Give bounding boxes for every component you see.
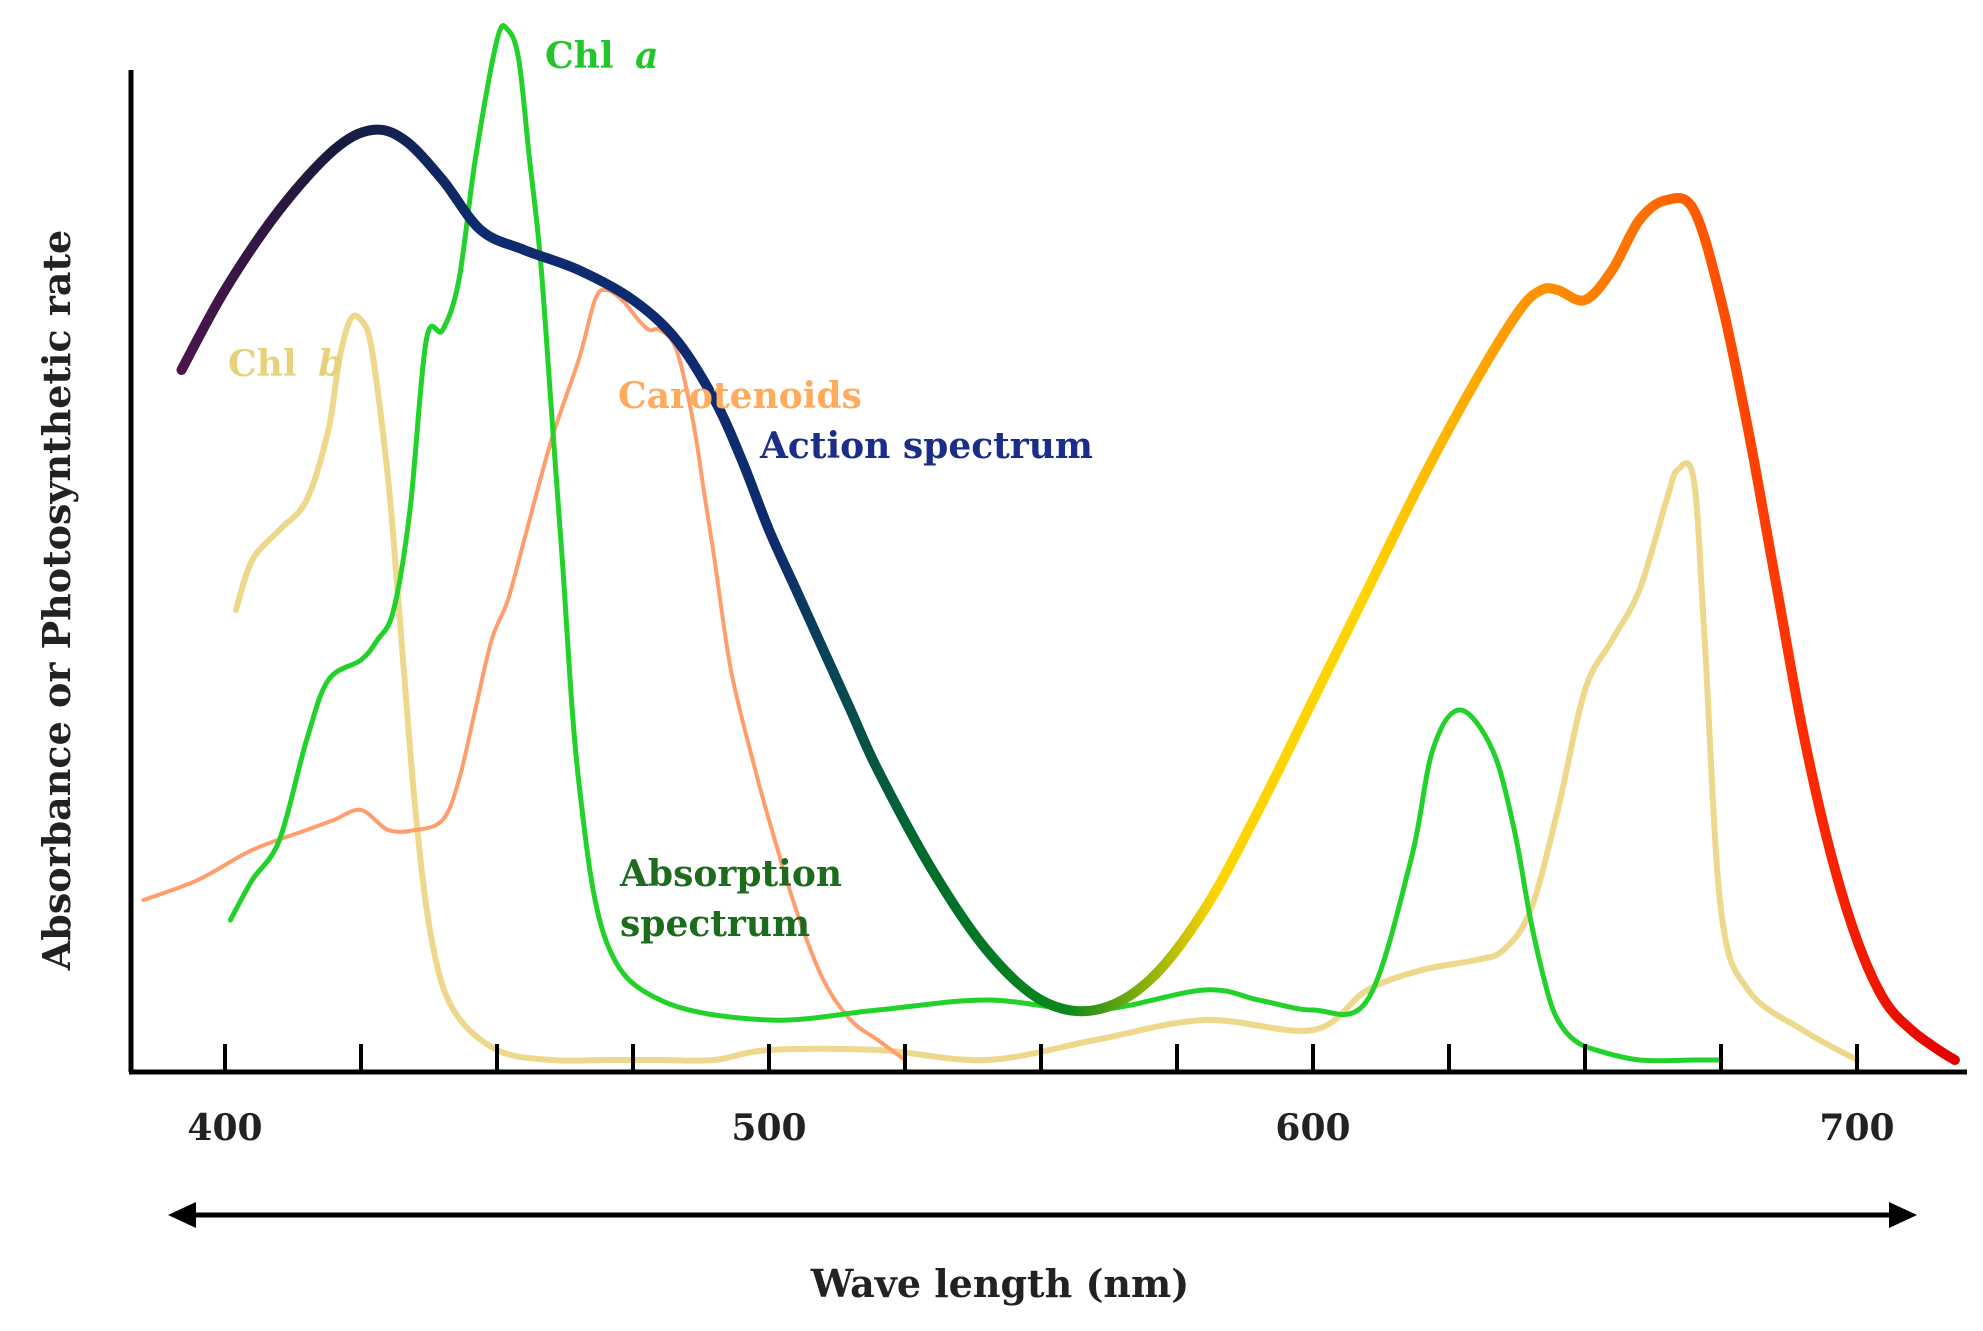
x-tick-label-500: 500 bbox=[731, 1107, 806, 1149]
absorption-label-line2: spectrum bbox=[620, 903, 810, 945]
x-tick-label-700: 700 bbox=[1819, 1107, 1894, 1149]
action-spectrum-label: Action spectrum bbox=[759, 425, 1093, 467]
chl-a-label: Chl a bbox=[545, 35, 658, 77]
wavelength-arrow bbox=[168, 1202, 1917, 1228]
series-chl-b-line bbox=[232, 312, 1860, 1064]
chl-b-label-text: Chl bbox=[228, 343, 297, 385]
absorption-spectrum-label: Absorption spectrum bbox=[619, 853, 855, 945]
chl-b-label-letter: b bbox=[318, 343, 343, 385]
x-axis-tick-labels: 400 500 600 700 bbox=[187, 1107, 1894, 1149]
x-tick-label-400: 400 bbox=[187, 1107, 262, 1149]
series-carotenoids-line bbox=[141, 287, 907, 1062]
series-action-spectrum-line bbox=[176, 124, 1960, 1065]
absorption-label-line1: Absorption bbox=[619, 853, 842, 895]
plot-area bbox=[141, 23, 1960, 1065]
x-axis-ticks bbox=[223, 1044, 1859, 1072]
y-axis-label: Absorbance or Photosynthetic rate bbox=[34, 230, 79, 971]
chl-a-label-letter: a bbox=[635, 35, 658, 77]
x-tick-label-600: 600 bbox=[1275, 1107, 1350, 1149]
x-axis-label: Wave length (nm) bbox=[810, 1261, 1190, 1306]
chl-b-label: Chl b bbox=[228, 343, 343, 385]
carotenoids-label: Carotenoids bbox=[618, 375, 862, 417]
chl-a-label-text: Chl bbox=[545, 35, 614, 77]
series-chl-a-line bbox=[227, 23, 1724, 1064]
